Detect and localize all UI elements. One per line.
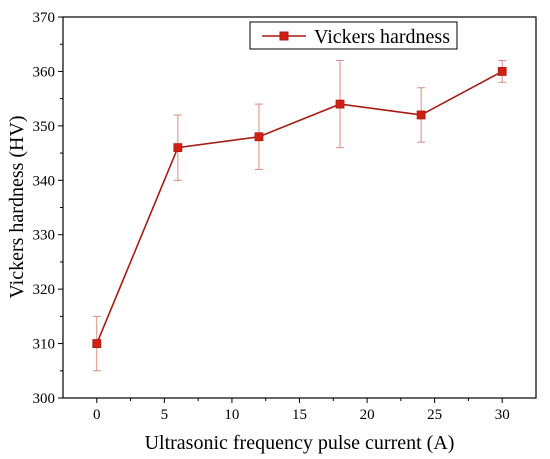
y-axis-label: Vickers hardness (HV) bbox=[6, 115, 28, 298]
y-tick-label: 370 bbox=[33, 10, 56, 26]
y-tick-label: 340 bbox=[33, 173, 56, 189]
plot-area bbox=[62, 16, 537, 399]
legend-label: Vickers hardness bbox=[314, 26, 450, 48]
x-tick-label: 15 bbox=[292, 407, 307, 423]
y-tick-label: 360 bbox=[33, 64, 56, 80]
y-tick-label: 300 bbox=[33, 391, 56, 407]
y-tick-label: 310 bbox=[33, 337, 56, 353]
data-markers bbox=[92, 67, 507, 348]
x-tick-label: 30 bbox=[495, 407, 510, 423]
series-line bbox=[96, 70, 503, 344]
y-tick-label: 320 bbox=[33, 282, 56, 298]
data-point bbox=[173, 143, 183, 153]
data-point bbox=[254, 132, 264, 142]
data-point bbox=[92, 339, 102, 348]
x-tick-label: 0 bbox=[93, 407, 101, 423]
data-point bbox=[335, 99, 345, 109]
x-axis-ticks: 0 5 10 15 20 25 30 bbox=[93, 398, 510, 423]
legend-marker bbox=[279, 31, 289, 41]
legend: Vickers hardness bbox=[249, 21, 458, 50]
x-tick-label: 25 bbox=[427, 407, 442, 423]
y-axis-ticks: 300 310 320 330 340 350 360 370 bbox=[33, 10, 63, 407]
data-point bbox=[497, 67, 507, 76]
data-point bbox=[416, 110, 426, 120]
y-tick-label: 350 bbox=[33, 119, 56, 135]
x-tick-label: 20 bbox=[360, 407, 375, 423]
x-tick-label: 5 bbox=[161, 407, 169, 423]
x-axis-label: Ultrasonic frequency pulse current (A) bbox=[145, 432, 455, 454]
y-tick-label: 330 bbox=[33, 228, 56, 244]
x-tick-label: 10 bbox=[224, 407, 239, 423]
